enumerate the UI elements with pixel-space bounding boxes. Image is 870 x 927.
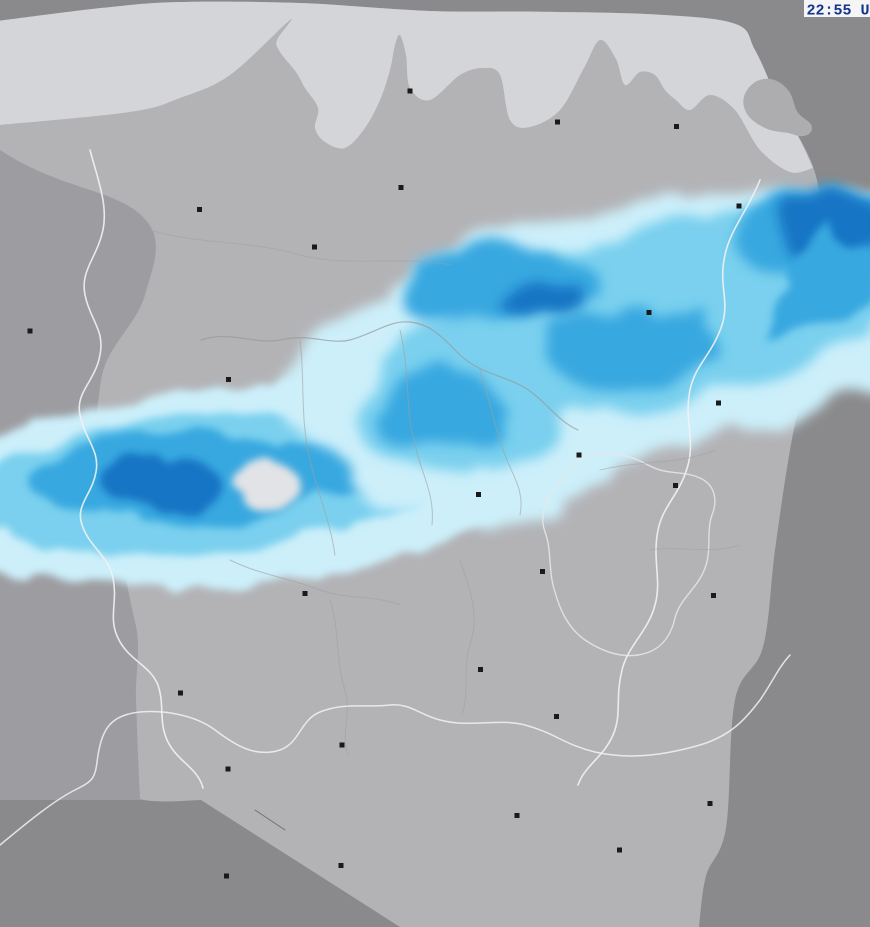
svg-text:22:55 UTC: 22:55 UTC	[807, 3, 870, 20]
